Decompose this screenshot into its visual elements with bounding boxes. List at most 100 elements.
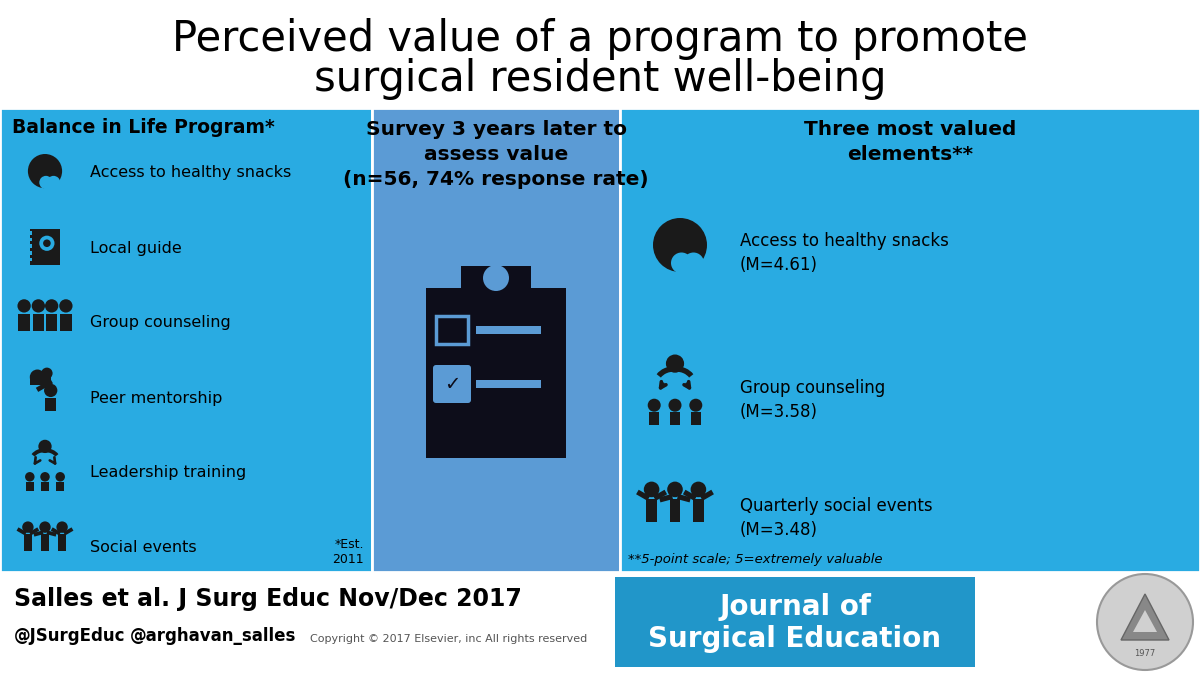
Bar bbox=[677, 494, 691, 502]
Circle shape bbox=[691, 481, 706, 497]
Text: ✓: ✓ bbox=[444, 375, 460, 394]
Circle shape bbox=[56, 521, 67, 533]
Circle shape bbox=[1097, 574, 1193, 670]
Polygon shape bbox=[1121, 594, 1169, 640]
Text: Journal of: Journal of bbox=[719, 593, 871, 621]
Circle shape bbox=[677, 275, 697, 295]
Bar bbox=[64, 527, 73, 535]
Text: Copyright © 2017 Elsevier, inc All rights reserved: Copyright © 2017 Elsevier, inc All right… bbox=[310, 634, 587, 644]
Circle shape bbox=[23, 521, 34, 533]
Circle shape bbox=[31, 299, 46, 313]
Circle shape bbox=[28, 154, 62, 188]
Bar bbox=[28, 257, 31, 261]
Text: Perceived value of a program to promote: Perceived value of a program to promote bbox=[172, 18, 1028, 60]
Bar bbox=[683, 490, 697, 501]
Text: *Est.
2011: *Est. 2011 bbox=[332, 538, 364, 566]
Circle shape bbox=[38, 439, 52, 453]
Text: @JSurgEduc: @JSurgEduc bbox=[14, 627, 126, 645]
Bar bbox=[426, 288, 566, 458]
Bar bbox=[29, 527, 40, 535]
Polygon shape bbox=[677, 285, 706, 303]
Circle shape bbox=[683, 252, 704, 273]
Bar bbox=[636, 490, 650, 501]
Circle shape bbox=[482, 265, 509, 291]
Bar bbox=[670, 412, 680, 425]
Text: Quarterly social events
(M=3.48): Quarterly social events (M=3.48) bbox=[740, 497, 932, 539]
Bar bbox=[28, 244, 31, 248]
Bar bbox=[476, 326, 541, 334]
Bar bbox=[24, 534, 31, 551]
FancyBboxPatch shape bbox=[433, 365, 470, 403]
Bar bbox=[18, 313, 30, 331]
Bar bbox=[60, 313, 72, 331]
Circle shape bbox=[47, 176, 60, 189]
Polygon shape bbox=[41, 182, 59, 194]
Circle shape bbox=[55, 472, 65, 481]
Circle shape bbox=[18, 299, 31, 313]
Bar bbox=[30, 377, 50, 385]
Bar bbox=[700, 490, 714, 501]
Circle shape bbox=[689, 399, 702, 412]
Text: Access to healthy snacks: Access to healthy snacks bbox=[90, 165, 292, 180]
Circle shape bbox=[667, 481, 683, 497]
Text: Surgical Education: Surgical Education bbox=[648, 625, 942, 653]
Bar bbox=[436, 316, 468, 344]
Circle shape bbox=[43, 240, 50, 247]
Bar bbox=[59, 534, 66, 551]
Bar bbox=[476, 380, 541, 388]
Circle shape bbox=[666, 354, 684, 373]
Bar bbox=[659, 494, 673, 502]
Circle shape bbox=[41, 472, 49, 481]
Bar bbox=[56, 481, 64, 491]
Text: Salles et al. J Surg Educ Nov/Dec 2017: Salles et al. J Surg Educ Nov/Dec 2017 bbox=[14, 587, 522, 611]
Circle shape bbox=[40, 236, 54, 251]
Bar bbox=[32, 313, 44, 331]
Circle shape bbox=[44, 384, 58, 397]
Circle shape bbox=[40, 176, 53, 189]
Circle shape bbox=[653, 218, 707, 272]
Bar bbox=[691, 412, 701, 425]
Text: **5-point scale; 5=extremely valuable: **5-point scale; 5=extremely valuable bbox=[628, 553, 882, 566]
Polygon shape bbox=[683, 206, 695, 218]
Bar bbox=[694, 499, 703, 522]
Text: Access to healthy snacks
(M=4.61): Access to healthy snacks (M=4.61) bbox=[740, 232, 949, 274]
Polygon shape bbox=[1133, 610, 1157, 632]
Bar bbox=[372, 108, 620, 572]
Text: Group counseling: Group counseling bbox=[90, 315, 230, 331]
Bar bbox=[36, 379, 53, 392]
Text: Balance in Life Program*: Balance in Life Program* bbox=[12, 118, 275, 137]
Circle shape bbox=[40, 521, 50, 533]
Bar bbox=[0, 572, 1200, 675]
Bar bbox=[46, 313, 58, 331]
Text: 1977: 1977 bbox=[1134, 649, 1156, 659]
Circle shape bbox=[644, 481, 660, 497]
Polygon shape bbox=[47, 146, 54, 154]
Text: Three most valued
elements**: Three most valued elements** bbox=[804, 120, 1016, 164]
Bar bbox=[28, 251, 31, 254]
Circle shape bbox=[41, 368, 53, 379]
Text: surgical resident well-being: surgical resident well-being bbox=[313, 58, 887, 100]
Circle shape bbox=[685, 275, 706, 295]
Text: Peer mentorship: Peer mentorship bbox=[90, 391, 222, 406]
Bar bbox=[41, 481, 49, 491]
Bar bbox=[616, 577, 974, 667]
Circle shape bbox=[46, 299, 59, 313]
Text: @arghavan_salles: @arghavan_salles bbox=[130, 627, 296, 645]
Bar bbox=[47, 531, 56, 537]
Bar bbox=[670, 499, 680, 522]
Text: Local guide: Local guide bbox=[90, 240, 181, 256]
Polygon shape bbox=[672, 263, 702, 281]
Text: Survey 3 years later to
assess value
(n=56, 74% response rate): Survey 3 years later to assess value (n=… bbox=[343, 120, 649, 189]
Circle shape bbox=[648, 399, 661, 412]
Bar bbox=[0, 108, 372, 572]
Circle shape bbox=[30, 369, 46, 385]
Bar bbox=[34, 531, 43, 537]
Bar bbox=[653, 490, 667, 501]
Text: Social events: Social events bbox=[90, 541, 197, 556]
Bar bbox=[17, 527, 26, 535]
Bar bbox=[620, 108, 1200, 572]
Circle shape bbox=[59, 299, 72, 313]
Text: Group counseling
(M=3.58): Group counseling (M=3.58) bbox=[740, 379, 886, 421]
Bar bbox=[649, 412, 660, 425]
Circle shape bbox=[671, 252, 692, 273]
